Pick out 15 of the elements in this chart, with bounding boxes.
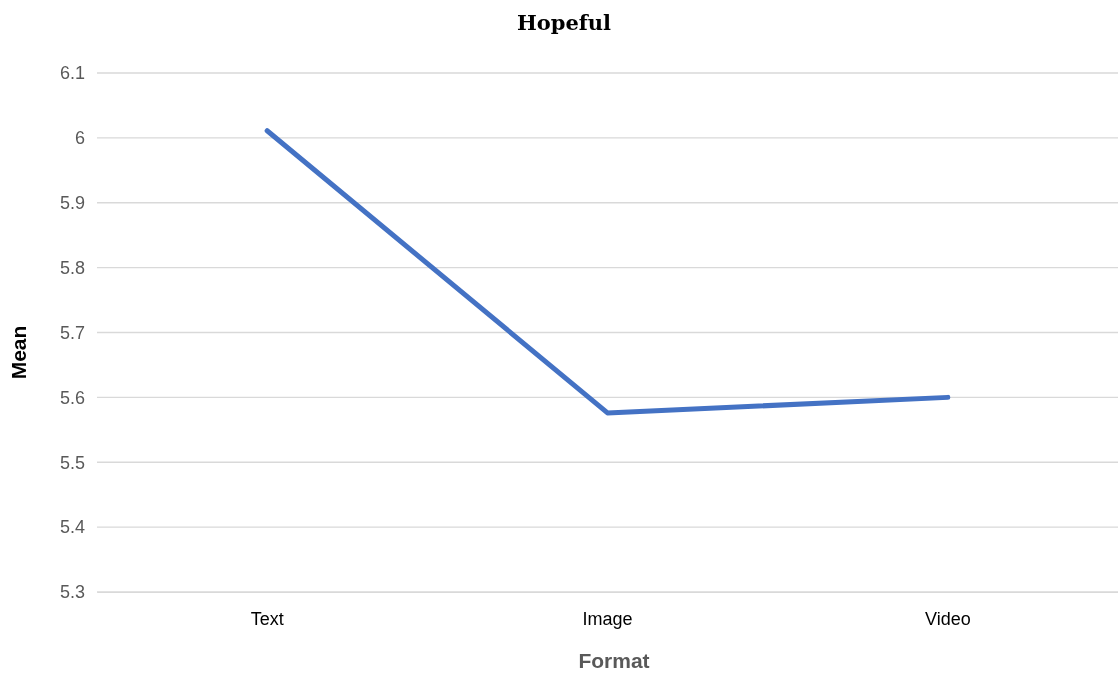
y-axis-title: Mean	[7, 325, 30, 380]
y-tick-label: 5.3	[59, 582, 85, 603]
x-tick-label: Text	[250, 608, 284, 629]
x-tick-label: Video	[924, 608, 971, 629]
y-tick-label: 5.9	[59, 193, 85, 214]
y-tick-label: 5.8	[59, 257, 85, 278]
y-tick-label: 6	[74, 128, 85, 149]
y-tick-label: 5.6	[59, 387, 85, 408]
y-tick-label: 6.1	[59, 63, 85, 84]
chart-title: Hopeful	[516, 10, 612, 35]
x-axis-title: Format	[578, 649, 650, 672]
y-tick-label: 5.4	[59, 517, 85, 538]
y-tick-label: 5.7	[59, 322, 85, 343]
y-tick-label: 5.5	[59, 452, 85, 473]
x-tick-label: Image	[582, 608, 633, 629]
